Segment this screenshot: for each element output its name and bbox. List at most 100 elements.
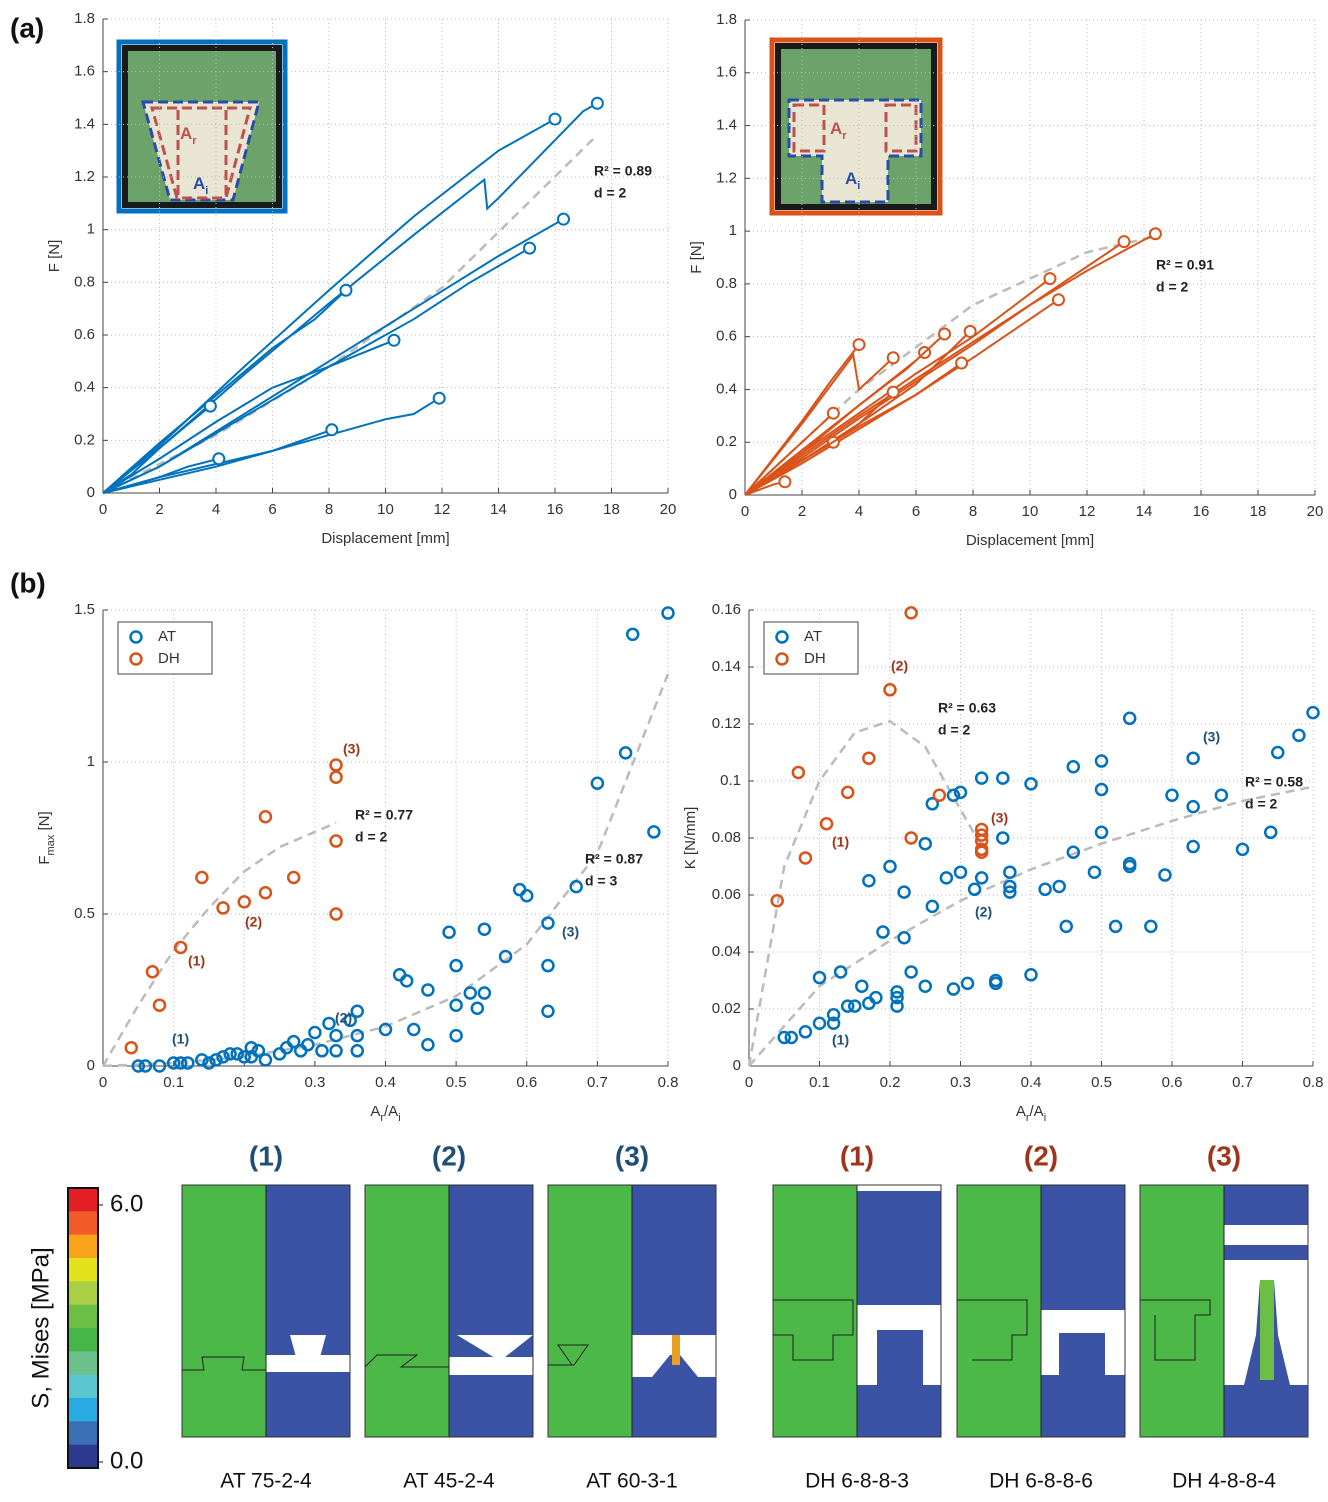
x-tick-label: 0.2 [880, 1074, 901, 1091]
data-line [102, 457, 220, 494]
undeformed-half [365, 1185, 449, 1437]
chart: 0 0.2 0.4 0.6 0.8 1 1.2 1.4 1.6 1.8 0 2 4 6 8 10 12 14 16 1… [688, 11, 1323, 549]
scatter-point [399, 974, 414, 988]
color-band [68, 1374, 98, 1399]
legend-marker [129, 630, 143, 644]
y-tick-label: 0.2 [74, 431, 95, 448]
color-band [68, 1421, 98, 1446]
deformation-gap [1041, 1310, 1125, 1333]
simulation-panel: (2) AT 45-2-4 [364, 1140, 534, 1493]
annotation: (2) [891, 658, 908, 674]
scatter-point [897, 885, 911, 899]
y-tick-label: 1.6 [716, 64, 737, 81]
end-marker [938, 327, 951, 341]
annotation: (2) [335, 1010, 352, 1026]
annotation: (3) [991, 810, 1008, 826]
end-marker [212, 452, 226, 466]
x-tick-label: 2 [798, 503, 806, 520]
color-band [68, 1351, 98, 1376]
annotation: (1) [832, 1032, 849, 1048]
label-part: /A [384, 1103, 398, 1120]
scatter-point [202, 1056, 216, 1070]
deformation-gap [857, 1330, 877, 1385]
scatter-point [166, 1056, 181, 1070]
x-tick-label: 0.8 [1303, 1074, 1324, 1091]
x-tick-label: 16 [547, 501, 564, 518]
scatter-point [152, 1059, 167, 1073]
scatter-point [1144, 919, 1158, 934]
scatter-point [953, 865, 968, 879]
scatter-point [1165, 788, 1179, 802]
scatter-point [840, 785, 855, 800]
scatter-point [258, 1053, 273, 1067]
y-tick-label: 0.16 [712, 601, 741, 618]
scatter-point [618, 746, 633, 760]
label-part: Displacement [mm] [966, 532, 1094, 549]
scatter-point [329, 907, 343, 921]
annotation: (3) [562, 924, 579, 940]
annotation: R² = 0.89 [594, 163, 652, 179]
scatter-point [315, 1044, 329, 1058]
deformation-gap [1224, 1260, 1308, 1385]
y-tick-label: 0.6 [716, 328, 737, 345]
legend-marker [775, 630, 789, 644]
scatter-point [904, 965, 918, 979]
scatter-point [1024, 777, 1038, 791]
y-tick-label: 0.04 [712, 943, 741, 960]
end-marker [852, 338, 866, 352]
fit-line [744, 235, 1156, 496]
scatter-point [442, 925, 456, 939]
y-tick-label: 0.02 [712, 1000, 741, 1017]
scatter-point [819, 817, 834, 831]
end-marker [1117, 235, 1131, 249]
y-tick-label: 0 [733, 1057, 741, 1074]
x-tick-label: 0 [99, 1074, 107, 1091]
simulation-label: (3) [615, 1140, 649, 1171]
scatter-point [350, 1028, 364, 1043]
scatter-point [974, 871, 989, 885]
data-line [102, 102, 598, 494]
scatter-point [343, 1013, 357, 1028]
legend-marker [129, 652, 143, 666]
scatter-point [237, 895, 251, 909]
end-marker [548, 112, 562, 126]
scatter-point [329, 758, 343, 772]
scatter-point [244, 1041, 259, 1055]
subscript: i [398, 1112, 400, 1124]
scatter-point [421, 983, 435, 997]
x-tick-label: 14 [1136, 503, 1153, 520]
scatter-point [308, 1025, 322, 1040]
color-tick-label: 0.0 [110, 1447, 143, 1474]
fit-line [747, 719, 983, 1067]
scatter-point [967, 882, 982, 897]
end-marker [963, 324, 977, 338]
chart: 0 0.2 0.4 0.6 0.8 1 1.2 1.4 1.6 1.8 0 2 4 6 8 10 12 14 16 1… [46, 10, 676, 547]
simulation-name: AT 75-2-4 [220, 1470, 312, 1493]
x-tick-label: 6 [268, 501, 276, 518]
annotation: (3) [1203, 729, 1220, 745]
scatter-point [329, 1044, 343, 1058]
scatter-point [890, 985, 904, 999]
color-band [68, 1328, 98, 1352]
scatter-point [848, 999, 862, 1013]
scatter-point [625, 627, 640, 642]
x-tick-label: 18 [1250, 503, 1267, 520]
x-tick-label: 0.1 [163, 1074, 184, 1091]
subscript: max [45, 834, 57, 855]
deformation-gap [857, 1305, 941, 1330]
scatter-point [329, 1028, 343, 1043]
y-tick-label: 0.1 [720, 772, 741, 789]
x-tick-label: 4 [855, 503, 863, 520]
x-tick-label: 20 [1307, 503, 1324, 520]
y-tick-label: 0.2 [716, 433, 737, 450]
annotation: d = 2 [594, 185, 627, 201]
deformation-gap [457, 1335, 533, 1361]
inset-left [116, 39, 288, 214]
scatter-point [1052, 879, 1066, 894]
scatter-point [974, 828, 989, 842]
data-line [744, 362, 963, 496]
inset-region [150, 106, 252, 200]
legend-marker [775, 652, 789, 666]
scatter-point [890, 999, 904, 1013]
x-tick-label: 20 [660, 501, 677, 518]
